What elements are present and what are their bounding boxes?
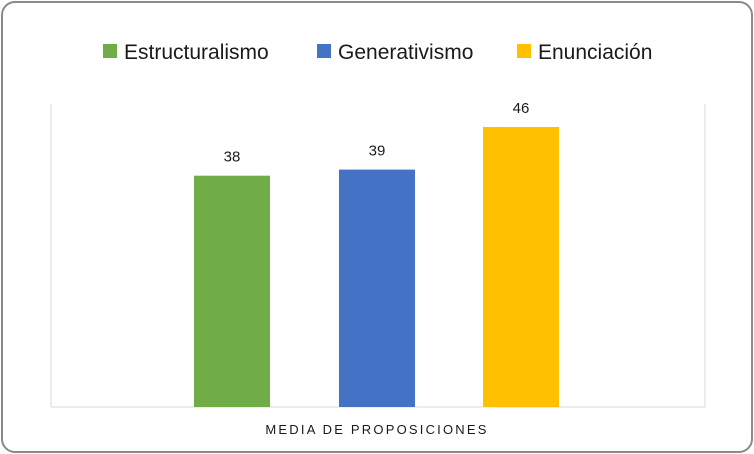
category-labels: MEDIA DE PROPOSICIONES: [265, 422, 488, 437]
legend: Estructuralismo Generativismo Enunciación: [103, 41, 652, 64]
bar-generativismo: [339, 169, 415, 407]
legend-label-enunciacion: Enunciación: [538, 41, 652, 64]
data-label-enunciacion: 46: [513, 100, 530, 117]
legend-swatch-estructuralismo: [103, 44, 117, 58]
bar-estructuralismo: [194, 175, 270, 407]
bar-enunciacion: [483, 126, 559, 408]
bars: [194, 126, 559, 408]
legend-label-estructuralismo: Estructuralismo: [124, 41, 269, 64]
legend-swatch-generativismo: [317, 44, 331, 58]
legend-item-estructuralismo: Estructuralismo: [103, 41, 269, 64]
legend-item-generativismo: Generativismo: [317, 41, 473, 64]
data-labels: 38 39 46: [224, 100, 530, 166]
legend-item-enunciacion: Enunciación: [517, 41, 652, 64]
data-label-estructuralismo: 38: [224, 149, 241, 166]
legend-label-generativismo: Generativismo: [338, 41, 473, 64]
category-label-media-de-proposiciones: MEDIA DE PROPOSICIONES: [265, 422, 488, 437]
data-label-generativismo: 39: [369, 143, 386, 160]
legend-swatch-enunciacion: [517, 44, 531, 58]
plot-area: 38 39 46 MEDIA DE PROPOSICIONES: [50, 100, 706, 437]
